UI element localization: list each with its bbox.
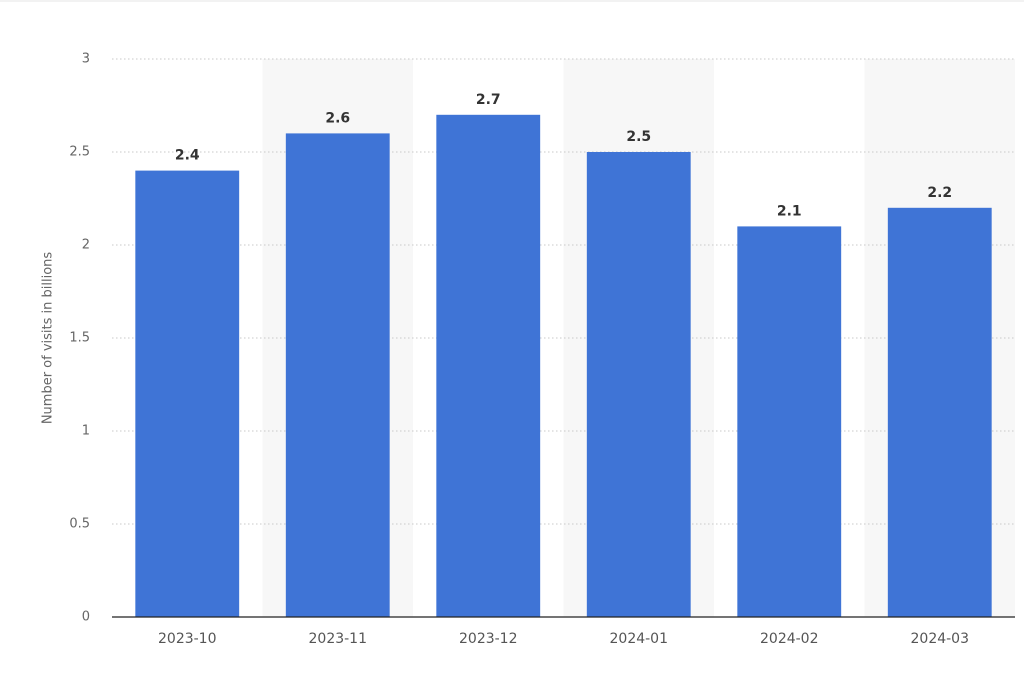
- y-tick-label: 1: [82, 424, 90, 439]
- bar: [737, 226, 842, 617]
- value-label: 2.2: [927, 185, 952, 201]
- x-tick-label: 2023-10: [158, 631, 217, 647]
- x-tick-label: 2023-11: [309, 631, 368, 647]
- bar: [436, 114, 541, 618]
- y-tick-label: 1.5: [69, 331, 90, 346]
- y-tick-label: 0: [82, 610, 90, 625]
- value-label: 2.7: [476, 92, 501, 108]
- bar: [285, 133, 390, 617]
- bar: [887, 207, 992, 618]
- x-tick-label: 2023-12: [459, 631, 518, 647]
- y-axis-label: Number of visits in billions: [41, 252, 56, 425]
- value-label: 2.1: [777, 203, 802, 219]
- value-label: 2.4: [175, 148, 200, 164]
- bar: [135, 170, 240, 617]
- x-tick-label: 2024-01: [610, 631, 669, 647]
- value-label: 2.5: [626, 129, 651, 145]
- bar: [586, 152, 691, 617]
- x-tick-label: 2024-02: [760, 631, 819, 647]
- y-tick-label: 3: [82, 52, 90, 67]
- y-tick-label: 0.5: [69, 517, 90, 532]
- y-tick-label: 2: [82, 238, 90, 253]
- x-tick-label: 2024-03: [911, 631, 970, 647]
- value-label: 2.6: [325, 110, 350, 126]
- y-tick-label: 2.5: [69, 145, 90, 160]
